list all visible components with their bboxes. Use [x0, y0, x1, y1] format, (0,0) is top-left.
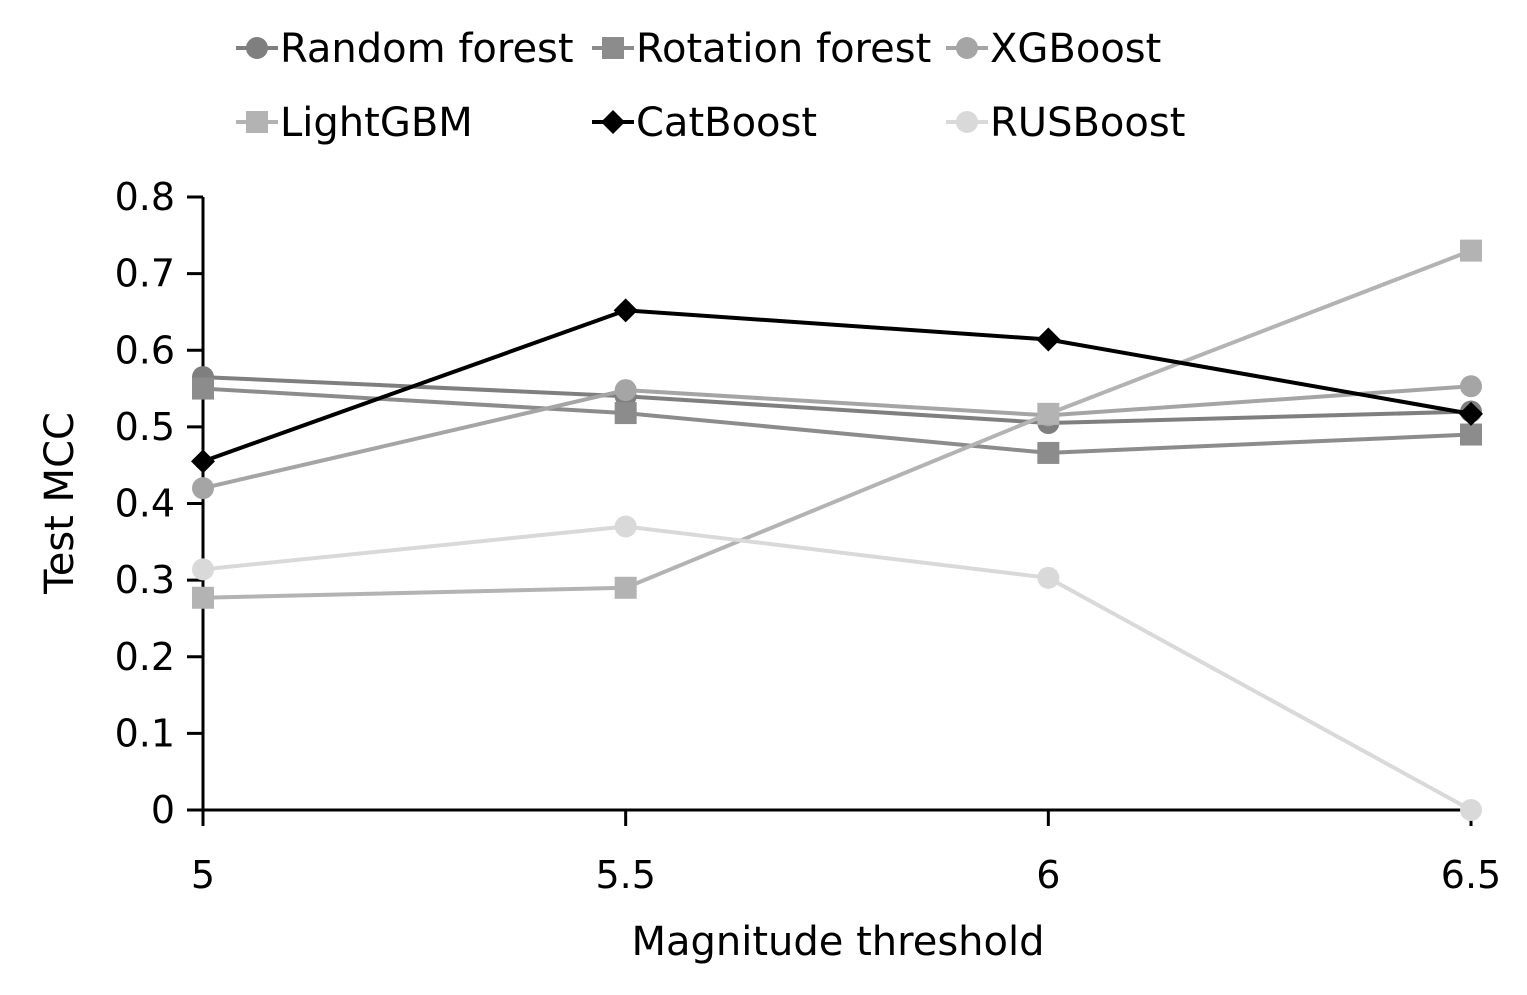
data-point-lightgbm [614, 576, 637, 599]
y-axis: 0 0.1 0.2 0.3 0.4 0.5 0.6 0.7 0.8 [115, 175, 205, 832]
data-point-rotation-forest [614, 402, 637, 425]
data-point-rusboost [1460, 799, 1482, 821]
legend-item-xgboost: XGBoost [946, 26, 1161, 72]
legend-marker [956, 37, 978, 59]
legend-item-lightgbm: LightGBM [236, 100, 473, 146]
x-axis-title: Magnitude threshold [631, 919, 1044, 965]
series-rotation-forest [192, 377, 1482, 464]
data-point-rotation-forest [192, 377, 214, 400]
series-line-rotation-forest [202, 386, 1472, 455]
legend-marker [602, 37, 624, 59]
legend-marker [246, 37, 268, 59]
x-axis: 5 5.5 6 6.5 [187, 808, 1501, 897]
x-tick-label: 5 [191, 853, 215, 897]
y-axis-title: Test MCC [37, 412, 83, 595]
legend-label: XGBoost [990, 26, 1161, 72]
legend-label: Random forest [280, 26, 574, 72]
data-point-rusboost [192, 558, 214, 581]
x-tick-label: 5.5 [595, 853, 655, 897]
legend-label: LightGBM [280, 100, 473, 146]
y-tick-label: 0.1 [115, 711, 175, 755]
data-point-catboost [1459, 401, 1483, 426]
x-tick-label: 6 [1036, 853, 1060, 897]
legend-item-rusboost: RUSBoost [946, 100, 1185, 146]
legend-marker [956, 111, 978, 133]
data-point-xgboost [192, 477, 214, 500]
data-point-rotation-forest [1460, 423, 1482, 446]
legend-label: CatBoost [636, 100, 817, 146]
series-xgboost [192, 375, 1482, 500]
data-point-lightgbm [192, 586, 214, 609]
y-tick-label: 0.3 [115, 558, 175, 602]
y-tick-label: 0 [151, 788, 175, 832]
series-line-lightgbm [202, 248, 1472, 600]
y-tick-label: 0.6 [115, 328, 175, 372]
data-point-rusboost [1037, 566, 1060, 589]
data-point-catboost [1036, 327, 1061, 352]
series-line-catboost [202, 308, 1472, 464]
data-point-xgboost [614, 379, 637, 402]
legend-item-catboost: CatBoost [592, 100, 817, 146]
series-catboost [191, 298, 1483, 474]
y-tick-label: 0.4 [115, 482, 175, 526]
x-tick-label: 6.5 [1441, 853, 1501, 897]
y-tick-label: 0.2 [115, 635, 175, 679]
legend-item-rotation-forest: Rotation forest [592, 26, 931, 72]
series-rusboost [192, 515, 1482, 821]
y-tick-label: 0.8 [115, 175, 175, 219]
data-point-rotation-forest [1037, 441, 1060, 464]
data-point-catboost [613, 298, 638, 323]
data-point-catboost [191, 449, 215, 474]
y-tick-label: 0.5 [115, 405, 175, 449]
data-point-rusboost [614, 515, 637, 538]
legend-marker [246, 111, 268, 133]
legend-marker [601, 110, 625, 134]
legend-label: Rotation forest [636, 26, 931, 72]
data-point-xgboost [1460, 375, 1482, 398]
legend-label: RUSBoost [990, 100, 1185, 146]
series-layer [191, 239, 1483, 821]
legend-item-random-forest: Random forest [236, 26, 574, 72]
data-point-lightgbm [1037, 402, 1060, 425]
series-lightgbm [192, 239, 1482, 609]
data-point-lightgbm [1460, 239, 1482, 262]
legend: Random forest Rotation forest XGBoost Light… [236, 26, 1185, 146]
series-line-xgboost [202, 384, 1472, 491]
series-line-rusboost [202, 524, 1472, 812]
y-tick-label: 0.7 [115, 252, 175, 296]
